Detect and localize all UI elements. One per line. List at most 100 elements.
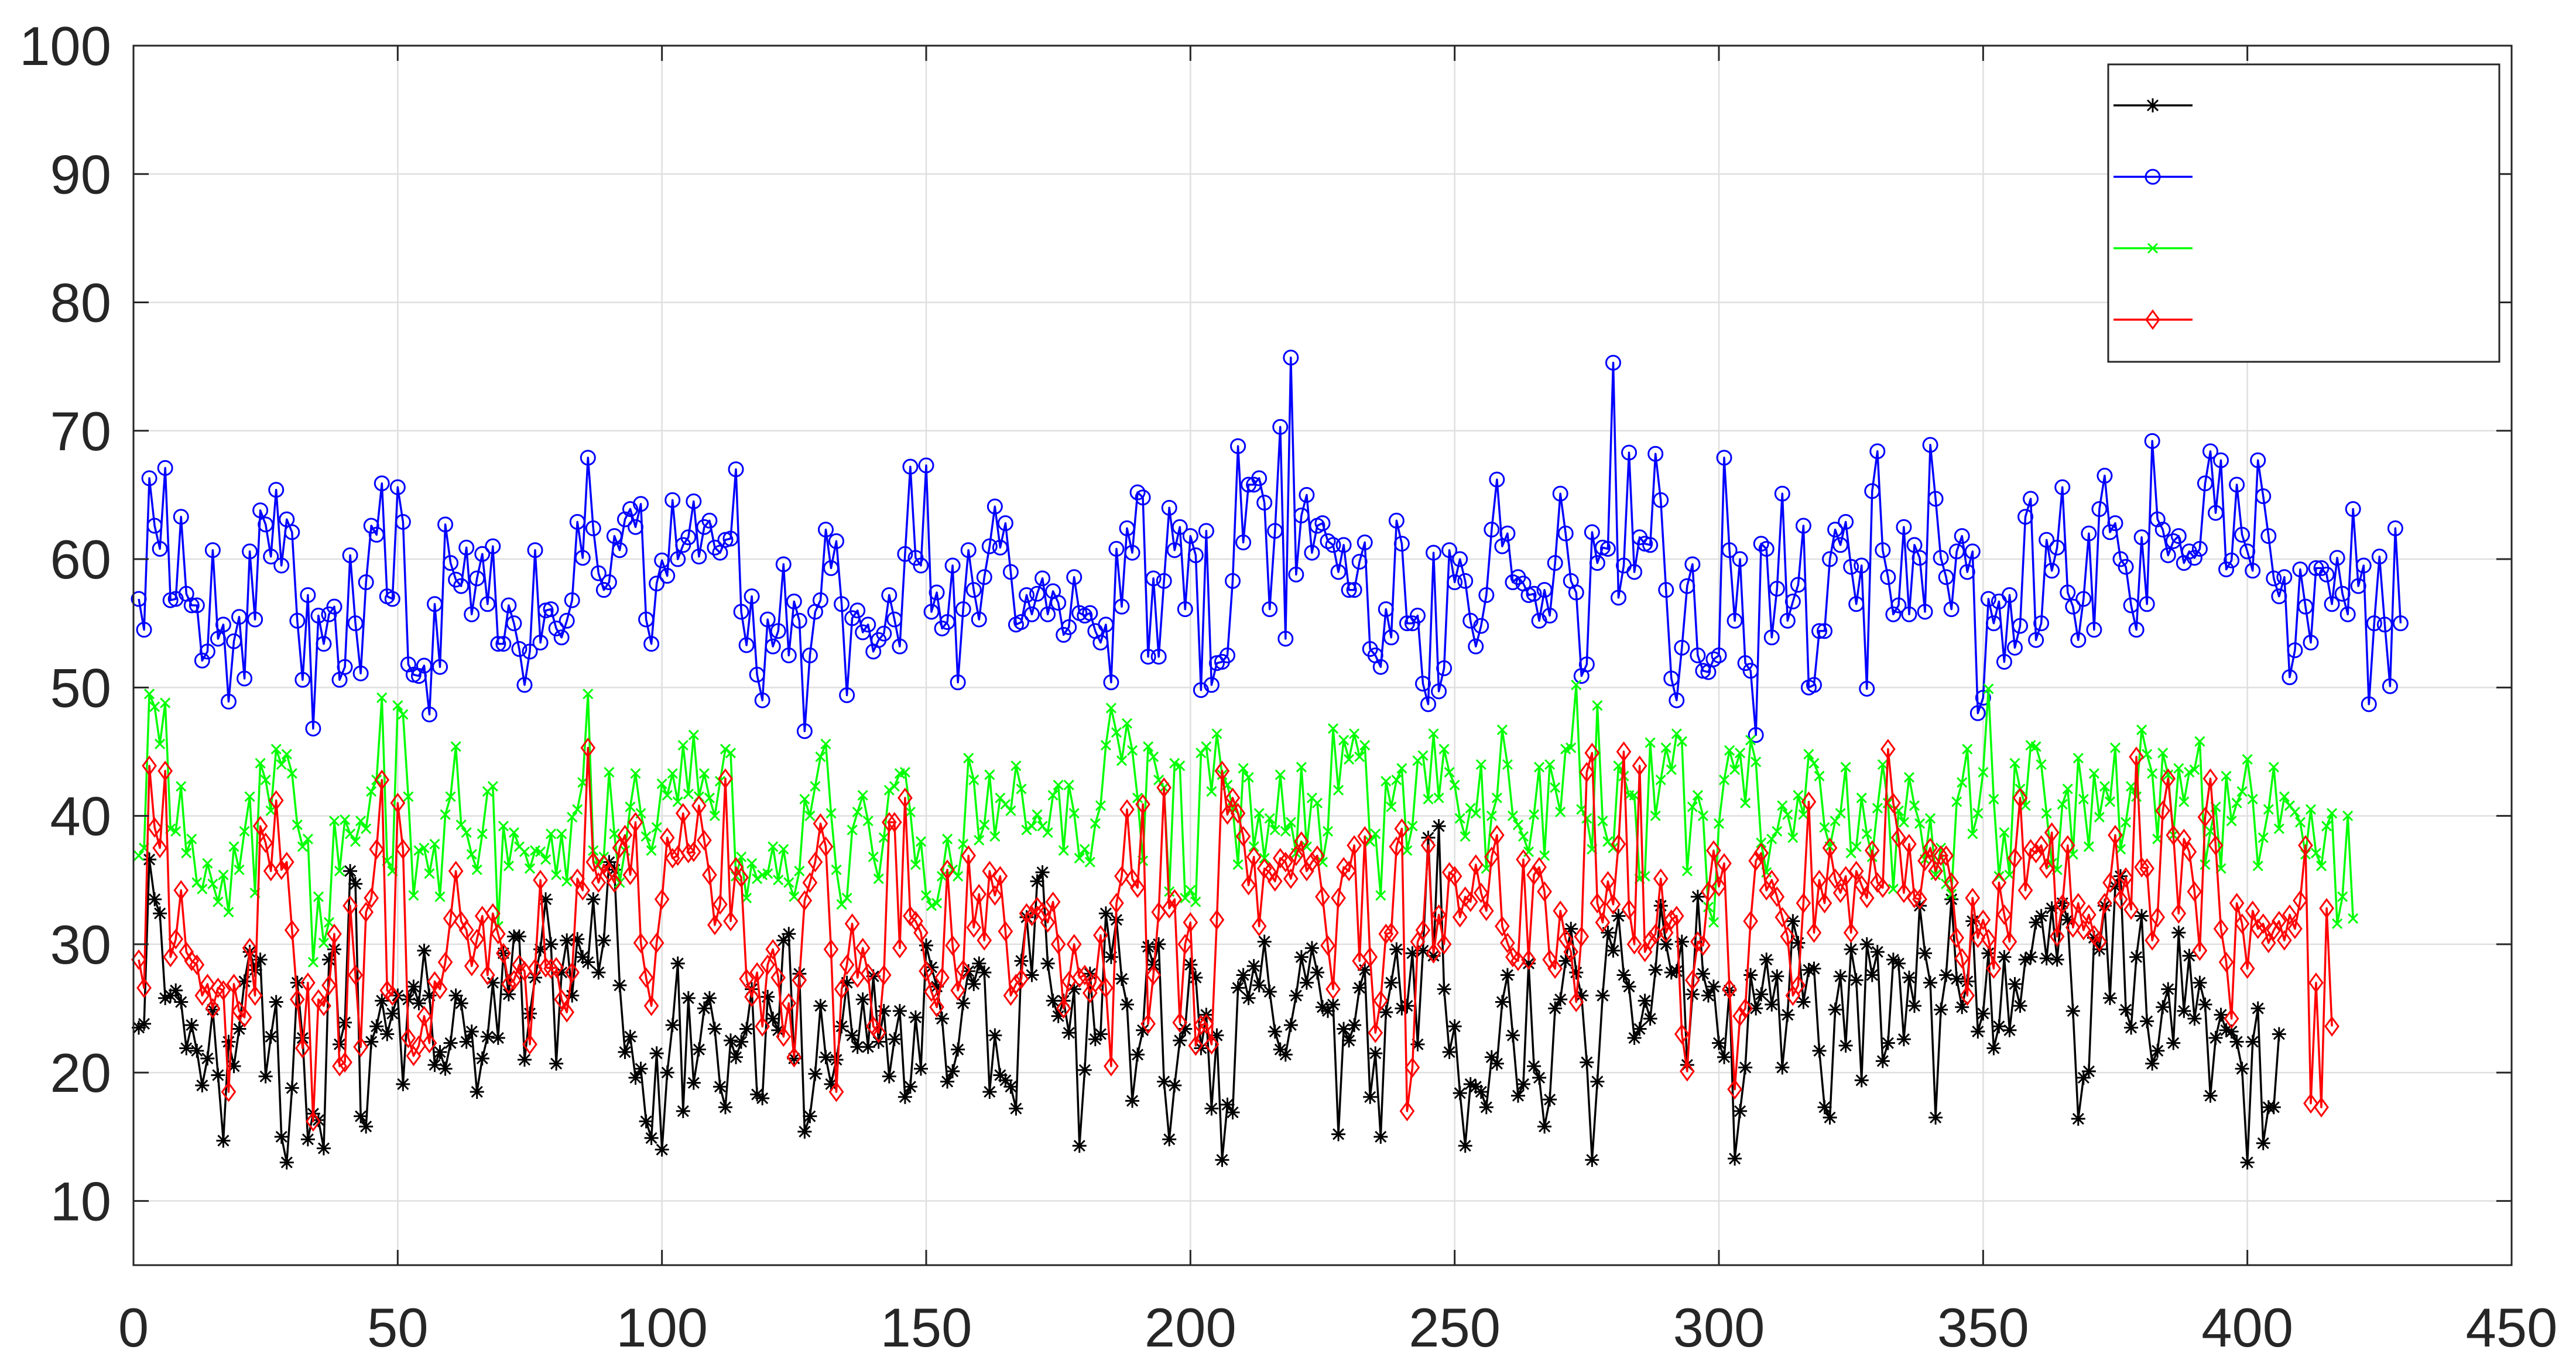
series-3-point [471, 864, 482, 875]
series-4-point [797, 890, 813, 911]
series-3-point [218, 869, 229, 881]
series-3-point [334, 865, 345, 876]
series-2-point [1251, 470, 1268, 486]
series-3-point [1275, 769, 1286, 780]
series-1-point [1743, 968, 1758, 982]
series-4-point [718, 768, 733, 789]
series-1-point [2193, 975, 2207, 990]
series-4-point [755, 1016, 770, 1037]
series-3-point [1032, 809, 1043, 820]
series-1-point [433, 1045, 447, 1060]
series-4-point [1717, 853, 1732, 874]
series-2-point [1468, 638, 1484, 655]
series-4-point [2245, 900, 2260, 921]
series-1-point [850, 1040, 865, 1054]
series-4-point [664, 848, 680, 869]
series-2-point [1452, 551, 1468, 567]
series-2-point [1875, 542, 1891, 559]
series-4-point [1368, 1022, 1383, 1043]
series-3-point [1433, 792, 1444, 803]
series-2-point [1166, 542, 1183, 559]
series-3-point [1042, 827, 1053, 838]
series-1-point [1299, 975, 1314, 990]
series-2-point [479, 596, 496, 612]
series-4-point [1996, 904, 2012, 925]
series-4-point [469, 929, 485, 950]
series-4-point [1605, 894, 1621, 915]
series-1-point [364, 1034, 379, 1049]
series-4-point [813, 813, 828, 834]
series-4-point [258, 832, 273, 854]
series-3-point [1814, 770, 1825, 782]
series-3-point [355, 816, 366, 827]
series-1-point [2071, 1112, 2085, 1126]
series-1-point [1601, 926, 1615, 940]
series-2-point [939, 614, 955, 630]
series-3-point [1925, 813, 1936, 824]
series-2-point [976, 569, 992, 585]
series-4-point [1225, 787, 1241, 808]
series-1-point [1225, 1105, 1240, 1120]
series-3-point [1243, 772, 1254, 783]
series-4-point [1832, 882, 1848, 903]
series-3-point [1005, 805, 1016, 816]
series-2-point [2255, 488, 2272, 505]
series-2-point [2160, 547, 2176, 563]
series-3-point [376, 692, 388, 703]
series-4-point [1722, 979, 1737, 1000]
series-2-point [839, 687, 855, 703]
series-3-point [831, 864, 842, 875]
series-3-point [2321, 821, 2332, 832]
series-2-point [258, 516, 274, 533]
series-4-point [147, 817, 162, 838]
series-2-point [310, 608, 327, 624]
series-2-point [501, 597, 517, 614]
series-1-point [1489, 1056, 1504, 1071]
series-2-point [686, 493, 702, 509]
series-3-point [1951, 796, 1962, 807]
series-3-point [461, 827, 472, 838]
series-1-point [300, 1132, 315, 1147]
series-4-point [1325, 979, 1341, 1000]
series-4-point [538, 957, 553, 978]
series-2-point [1161, 499, 1177, 516]
series-1-point [1210, 1028, 1224, 1043]
series-1-point [639, 1114, 653, 1129]
series-4-point [1405, 1057, 1420, 1078]
series-4-point [316, 995, 331, 1016]
series-4-point [686, 841, 701, 862]
series-4-point [659, 827, 675, 848]
series-4-point [2002, 931, 2017, 952]
series-2-point [1277, 631, 1294, 647]
series-4-point [1590, 893, 1605, 914]
series-1-point [977, 965, 992, 980]
series-4-point [1568, 991, 1584, 1013]
series-1-point [1241, 991, 1256, 1005]
series-1-point [375, 993, 389, 1008]
series-2-point [1621, 444, 1638, 461]
series-2-point [722, 530, 739, 547]
series-4-point [1140, 1013, 1156, 1034]
series-2-point [2139, 596, 2155, 612]
series-4-point [2092, 931, 2107, 952]
legend-box [2107, 63, 2500, 363]
series-1-point [560, 933, 574, 948]
series-2-point [1267, 523, 1283, 539]
series-1-point [1838, 1039, 1853, 1053]
series-2-point [237, 670, 253, 687]
series-2-point [490, 636, 506, 652]
series-2-point [1599, 541, 1616, 557]
series-1-point [1622, 979, 1636, 994]
series-1-point [1886, 953, 1900, 967]
series-4-point [876, 964, 892, 986]
legend-swatch-marker [2147, 242, 2159, 254]
series-4-point [1426, 943, 1441, 964]
series-2-point [1235, 535, 1252, 551]
series-2-point [1568, 584, 1584, 601]
series-1-point [712, 1080, 727, 1094]
series-2-point [1372, 659, 1389, 675]
x-tick-label: 300 [1673, 1297, 1765, 1358]
series-4-point [770, 967, 786, 988]
series-2-point [2012, 618, 2029, 634]
series-2-point [1526, 585, 1542, 602]
